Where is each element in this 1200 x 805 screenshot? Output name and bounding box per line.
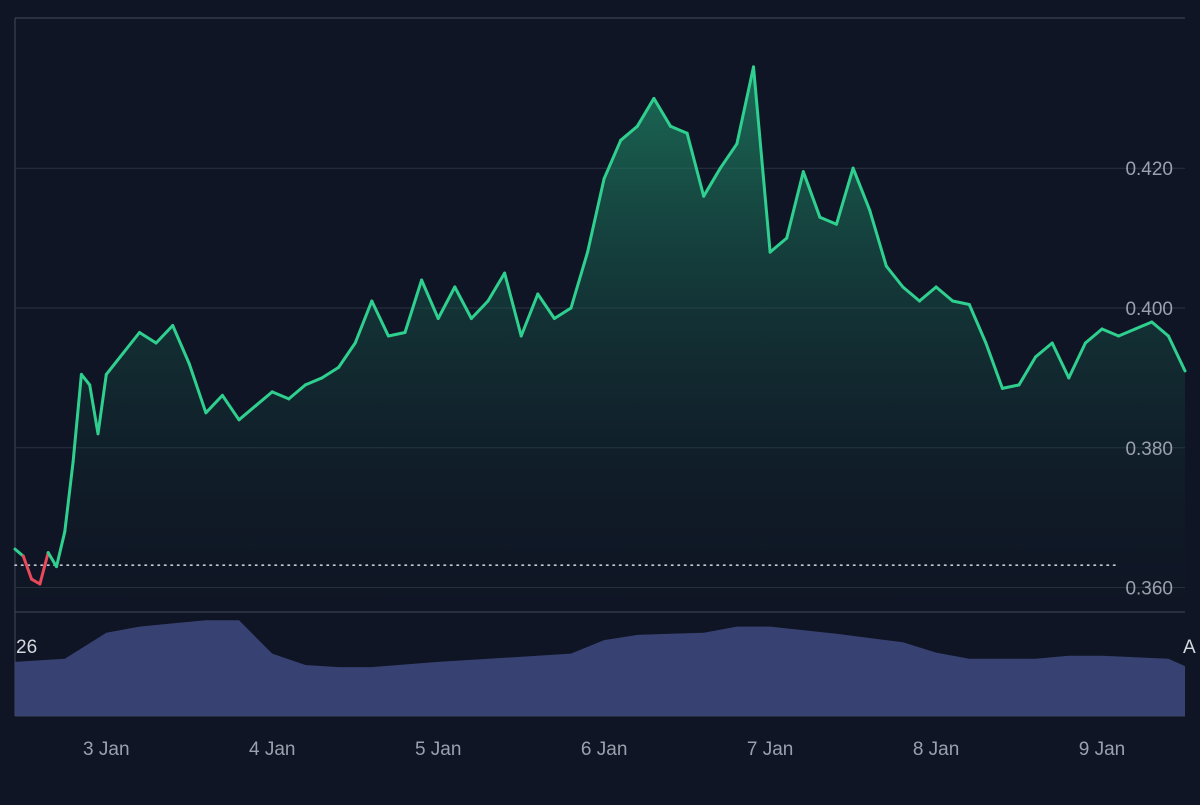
price-line-segment [519, 292, 540, 338]
y-tick-label: 0.400 [1125, 299, 1173, 320]
price-line-segment [370, 299, 390, 338]
price-line-segment [237, 404, 258, 422]
price-area-fill [15, 66, 1185, 612]
y-tick-label: 0.380 [1125, 439, 1173, 460]
price-line-segment [1034, 341, 1054, 359]
price-line-segment [868, 208, 888, 268]
price-line-segment [901, 285, 921, 303]
y-tick-label: 0.420 [1125, 159, 1173, 180]
price-line-segment [984, 341, 1004, 390]
x-tick-label: 5 Jan [415, 739, 461, 760]
price-line-segment [768, 236, 789, 254]
price-line-segment [121, 331, 141, 355]
price-line-segment [835, 166, 855, 226]
x-tick-label: 9 Jan [1079, 739, 1125, 760]
price-line-segment [320, 365, 341, 380]
price-line-segment [1050, 341, 1071, 380]
y-axis: 0.420 0.400 0.380 0.360 [1125, 159, 1173, 599]
price-line-segment [403, 278, 424, 334]
price-line-segment [718, 142, 739, 170]
price-line-segment [469, 299, 490, 320]
volume-axis-label-right: A [1183, 637, 1196, 658]
price-line-segment [652, 96, 672, 128]
y-tick-label: 0.360 [1125, 579, 1173, 600]
volume-axis-label-left: 26 [16, 637, 37, 658]
price-line-segment [337, 341, 357, 369]
price-line-segment [785, 170, 805, 240]
price-line-segment [503, 271, 523, 338]
x-tick-label: 3 Jan [83, 739, 129, 760]
price-line-segment [96, 372, 108, 436]
price-line-segment [635, 96, 656, 128]
price-line-segment [702, 180, 714, 198]
price-line-segment [685, 131, 706, 198]
volume-area-fill [15, 620, 1185, 716]
price-line-segment [46, 551, 58, 569]
price-line-segment [79, 372, 92, 387]
price-line-segment [1133, 320, 1154, 331]
price-line-segment [30, 577, 42, 586]
price-line-segment [187, 362, 208, 415]
price-line-segment [1100, 327, 1121, 338]
price-line-segment [220, 393, 241, 422]
price-line-segment [88, 383, 100, 436]
price-line-segment [552, 306, 573, 320]
x-tick-label: 7 Jan [747, 739, 793, 760]
price-line-segment [1150, 320, 1170, 338]
volume-area [15, 620, 1185, 716]
price-area [15, 66, 1185, 612]
price-line-segment [420, 278, 440, 320]
price-line-segment [1117, 327, 1137, 338]
price-line-segment [38, 551, 50, 586]
price-line-segment [801, 170, 822, 219]
price-line-segment [486, 271, 507, 303]
price-line-segment [1067, 341, 1087, 380]
price-line-segment [1017, 355, 1038, 387]
price-line-segment [818, 215, 838, 226]
price-line-segment [436, 285, 457, 320]
price-line-segment [287, 383, 307, 401]
price-line-segment [884, 264, 905, 289]
price-line-segment [1166, 334, 1187, 373]
price-line-segment [569, 250, 590, 310]
price-line-segment [918, 285, 938, 303]
x-axis: 3 Jan 4 Jan 5 Jan 6 Jan 7 Jan 8 Jan 9 Jan [83, 739, 1125, 760]
price-line-segment [536, 292, 556, 320]
price-line-segment [154, 324, 175, 345]
price-line-segment [104, 351, 125, 376]
price-line-segment [270, 390, 291, 401]
price-line-segment [619, 124, 639, 142]
price-line-segment [735, 65, 755, 146]
price-line-segment [386, 331, 407, 338]
price-line-segment [934, 285, 955, 303]
price-line-segment [254, 390, 274, 408]
price-line-segment [669, 124, 689, 135]
price-line-segment [71, 372, 83, 464]
price-line-segment [1083, 327, 1104, 345]
price-line-segment [55, 530, 67, 569]
price-line-segment [851, 166, 872, 212]
price-line-segment [586, 177, 606, 254]
x-tick-label: 6 Jan [581, 739, 627, 760]
x-tick-label: 4 Jan [249, 739, 295, 760]
price-line-segment [63, 460, 75, 534]
price-line-segment [303, 376, 324, 387]
price-line-segment [710, 166, 722, 184]
x-tick-label: 8 Jan [913, 739, 959, 760]
price-line-segment [967, 303, 988, 345]
price-line-segment [951, 299, 971, 306]
price-line-segment [1000, 383, 1021, 390]
price-line-segment [353, 299, 374, 345]
price-line[interactable] [13, 65, 1187, 586]
price-line-segment [13, 547, 25, 558]
price-line-segment [602, 138, 623, 181]
price-line-segment [752, 65, 772, 254]
price-line-segment [204, 393, 224, 415]
price-line-segment [21, 554, 34, 581]
price-line-segment [138, 331, 158, 345]
price-line-segment [171, 324, 191, 366]
price-line-segment [453, 285, 473, 320]
